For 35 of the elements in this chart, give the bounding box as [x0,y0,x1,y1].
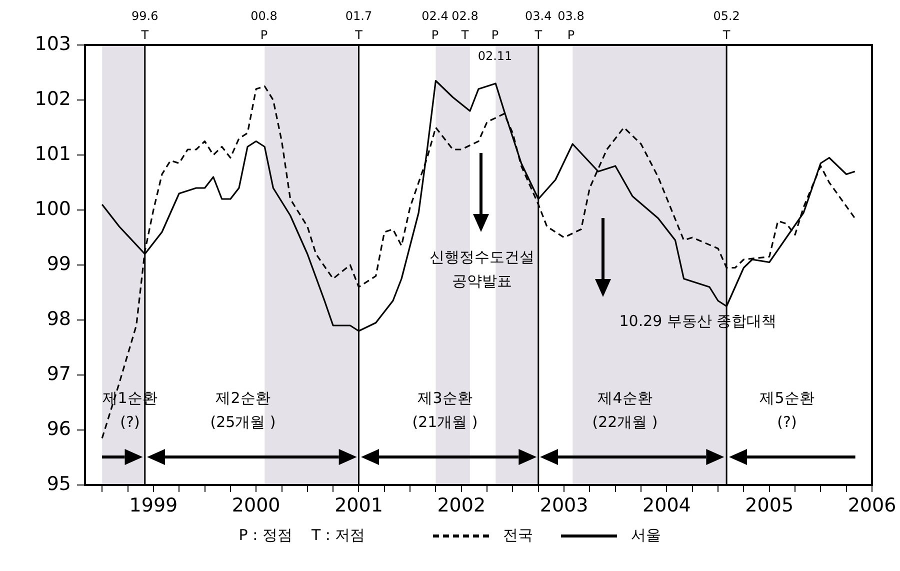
y-tick-label: 98 [46,308,71,330]
y-tick-label: 96 [46,418,71,440]
annotation: 02.11 [478,49,512,64]
text: 02.4 P [422,9,448,42]
y-tick-label: 102 [34,88,71,110]
y-tick-label: 100 [34,198,71,220]
x-tick-label: 2006 [848,494,896,516]
x-tick-label: 2000 [232,494,280,516]
legend-label: 전국 [503,526,534,545]
x-tick-label: 2004 [642,494,691,516]
text: P [491,28,499,42]
y-tick-label: 99 [46,252,71,275]
ref-line-label: 03.4 T [525,9,552,42]
text: 00.8 P [250,9,278,42]
x-tick-label: 1999 [129,494,178,516]
y-tick-label: 101 [34,142,71,165]
text: 02.8 T [452,9,478,42]
y-tick-label: 97 [46,362,71,385]
ref-line-label: 99.6 T [132,9,158,42]
ref-line-label: 05.2 T [713,9,740,42]
annotation: 제2순환 (25개월 ) [210,388,276,431]
annotation: 신행정수도건설 공약발표 [430,248,534,290]
y-tick-label: 103 [34,32,71,55]
legend-label: 서울 [631,526,662,545]
x-tick-label: 2005 [745,494,794,516]
y-tick-label: 95 [46,472,71,495]
annotation: 제3순환 (21개월 ) [412,388,478,431]
ref-line-label: 01.7 T [345,9,372,42]
annotation: 제5순환 (?) [760,388,814,431]
annotation: 제4순환 (22개월 ) [592,388,658,431]
text: P : 정점 T : 저점 [238,526,366,545]
text: 03.8 P [558,9,584,42]
x-tick-label: 2002 [437,494,486,516]
x-tick-label: 2003 [540,494,588,516]
x-tick-label: 2001 [334,494,383,516]
